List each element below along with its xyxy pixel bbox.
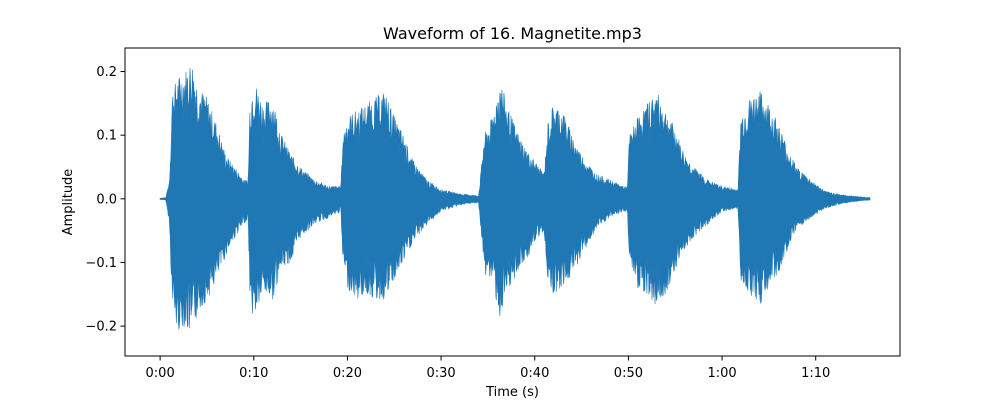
y-tick-label: 0.0	[96, 192, 117, 207]
x-tick-label: 0:10	[239, 366, 268, 381]
x-tick-label: 0:40	[520, 366, 549, 381]
y-tick-label: −0.2	[85, 320, 117, 335]
y-tick-label: 0.2	[96, 65, 117, 80]
x-tick-label: 1:00	[707, 366, 736, 381]
y-tick-label: 0.1	[96, 129, 117, 144]
x-tick-label: 0:20	[333, 366, 362, 381]
x-tick-label: 0:00	[146, 366, 175, 381]
x-axis-label: Time (s)	[485, 385, 539, 400]
y-tick-label: −0.1	[85, 256, 117, 271]
x-tick-label: 1:10	[801, 366, 830, 381]
x-tick-label: 0:50	[614, 366, 643, 381]
chart-title: Waveform of 16. Magnetite.mp3	[383, 24, 642, 43]
x-tick-label: 0:30	[426, 366, 455, 381]
y-axis-label: Amplitude	[61, 169, 76, 236]
